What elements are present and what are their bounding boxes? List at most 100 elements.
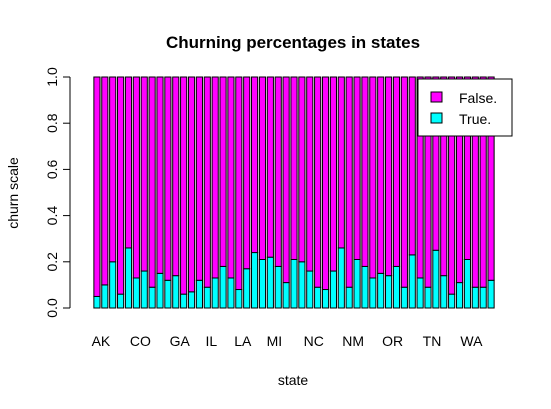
y-tick-label: 0.8: [44, 113, 60, 133]
bar-ok-true: [377, 272, 385, 309]
x-tick-label-nc: NC: [304, 333, 324, 349]
bar-fl-true: [164, 279, 172, 309]
bar-ny-true: [361, 265, 369, 309]
bar-ky-true: [227, 277, 235, 309]
bar-ks-true: [219, 265, 227, 309]
bar-ga-true: [172, 275, 180, 309]
bar-il-false: [203, 76, 211, 288]
bar-ks-false: [219, 76, 227, 267]
bar-nc-true: [306, 270, 314, 309]
bar-id-true: [195, 279, 203, 309]
bar-ri-true: [400, 286, 408, 309]
bar-nh-true: [329, 270, 337, 309]
bar-co-true: [132, 277, 140, 309]
bar-nv-true: [353, 258, 361, 309]
bar-pa-true: [392, 265, 401, 309]
x-tick-label-co: CO: [130, 333, 151, 349]
bar-hi-false: [180, 76, 188, 295]
bar-tn-false: [424, 76, 432, 288]
bar-ca-false: [124, 76, 133, 249]
bar-ct-false: [140, 76, 148, 272]
bar-md-true: [251, 252, 259, 309]
x-tick-label-wa: WA: [460, 333, 483, 349]
x-tick-label-mi: MI: [267, 333, 283, 349]
bar-ak-false: [93, 76, 101, 297]
x-tick-label-nm: NM: [342, 333, 364, 349]
bar-in-true: [211, 277, 219, 309]
bar-ms-false: [290, 76, 298, 260]
bar-al-false: [101, 76, 109, 286]
bar-nj-true: [337, 247, 345, 309]
x-tick-label-la: LA: [234, 333, 252, 349]
bar-ok-false: [377, 76, 385, 274]
bar-mo-false: [282, 76, 290, 284]
bar-pa-false: [392, 76, 401, 267]
bar-sc-false: [408, 76, 416, 256]
bar-ar-false: [109, 76, 117, 263]
bar-sd-false: [416, 76, 424, 279]
bar-ma-false: [243, 76, 251, 270]
bar-il-true: [203, 286, 211, 309]
bar-al-true: [101, 284, 109, 309]
x-tick-label-or: OR: [382, 333, 403, 349]
bar-ak-true: [93, 295, 101, 309]
x-tick-label-ga: GA: [170, 333, 191, 349]
legend: False. True.: [417, 78, 513, 137]
bar-az-true: [117, 293, 125, 309]
bar-nv-false: [353, 76, 361, 260]
bar-nj-false: [337, 76, 345, 249]
bar-mo-true: [282, 282, 290, 309]
bar-md-false: [251, 76, 259, 254]
bar-sd-true: [416, 277, 424, 309]
bar-or-true: [385, 275, 393, 309]
bar-wa-true: [463, 258, 471, 309]
bar-mi-true: [266, 256, 274, 309]
bar-tx-true: [432, 249, 440, 309]
bar-ut-true: [440, 275, 448, 309]
bars-group: [93, 76, 495, 309]
legend-swatch-false: [430, 91, 443, 103]
bar-nm-false: [345, 76, 353, 288]
y-tick-label: 0.2: [44, 252, 60, 272]
bar-mt-true: [298, 261, 306, 309]
bar-ma-true: [243, 268, 251, 309]
bar-wi-true: [471, 286, 479, 309]
y-tick-label: 0.4: [44, 206, 60, 226]
bar-mn-false: [274, 76, 282, 267]
x-tick-label-ak: AK: [92, 333, 111, 349]
bar-ny-false: [361, 76, 369, 267]
bar-mt-false: [298, 76, 306, 263]
bar-oh-false: [369, 76, 377, 279]
bar-hi-true: [180, 293, 188, 309]
bar-la-false: [235, 76, 243, 291]
bar-ga-false: [172, 76, 180, 277]
bar-me-false: [258, 76, 267, 260]
bar-vt-true: [455, 282, 464, 309]
bar-dc-false: [148, 76, 156, 288]
legend-label-true: True.: [459, 111, 491, 127]
y-tick-label: 0.6: [44, 159, 60, 179]
bar-nd-false: [314, 76, 322, 288]
bar-de-true: [156, 272, 164, 309]
bar-nh-false: [329, 76, 337, 272]
bar-ut-false: [440, 76, 448, 277]
bar-ar-true: [109, 261, 117, 309]
bar-va-true: [448, 293, 456, 309]
bar-wv-true: [479, 286, 487, 309]
bar-az-false: [117, 76, 125, 295]
legend-box: [417, 78, 513, 137]
y-tick-label: 1.0: [44, 67, 60, 87]
bar-ct-true: [140, 270, 148, 309]
bar-wi-false: [471, 76, 479, 288]
bar-de-false: [156, 76, 164, 274]
bar-ri-false: [400, 76, 408, 288]
bar-nd-true: [314, 286, 322, 309]
bar-ky-false: [227, 76, 235, 279]
bar-nm-true: [345, 286, 353, 309]
bar-wv-false: [479, 76, 487, 288]
y-tick-label: 0.0: [44, 298, 60, 318]
chart-title: Churning percentages in states: [166, 33, 420, 52]
legend-swatch-true: [430, 112, 443, 124]
bar-me-true: [258, 258, 267, 309]
bar-ne-true: [321, 289, 330, 309]
